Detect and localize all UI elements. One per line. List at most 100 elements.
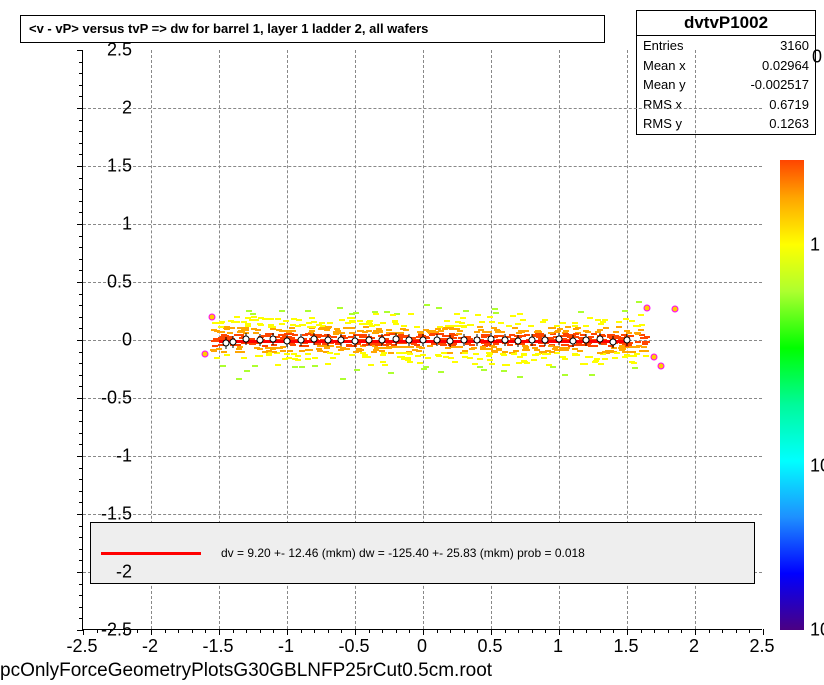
- legend-text: dv = 9.20 +- 12.46 (mkm) dw = -125.40 +-…: [221, 546, 585, 560]
- density-dash: [523, 347, 529, 349]
- density-dash: [471, 347, 477, 349]
- density-dash: [334, 353, 340, 355]
- tick-y-minor: [79, 433, 83, 434]
- tick-x-minor: [260, 629, 261, 633]
- density-dash: [631, 362, 637, 364]
- density-dash: [477, 326, 483, 328]
- density-dash: [460, 317, 466, 319]
- profile-marker: [406, 337, 413, 344]
- density-dash: [337, 307, 343, 309]
- density-dash: [279, 330, 285, 332]
- density-dash: [398, 332, 404, 334]
- density-dash: [523, 330, 529, 332]
- density-dash: [372, 311, 378, 313]
- density-dash: [642, 337, 648, 339]
- density-dash: [326, 326, 332, 328]
- tick-x-minor: [600, 629, 601, 633]
- density-dash: [241, 321, 247, 323]
- tick-y-minor: [79, 479, 83, 480]
- x-axis-label: -2: [130, 636, 170, 657]
- density-dash: [436, 355, 442, 357]
- density-dash: [380, 354, 386, 356]
- tick-y-minor: [79, 131, 83, 132]
- density-dash: [522, 361, 528, 363]
- outlier-marker: [644, 304, 651, 311]
- density-dash: [563, 330, 569, 332]
- outlier-marker: [651, 354, 658, 361]
- density-dash: [234, 334, 240, 336]
- tick-x: [219, 629, 220, 635]
- tick-x-minor: [532, 629, 533, 633]
- profile-marker: [352, 338, 359, 345]
- x-axis-label: 2.5: [742, 636, 782, 657]
- density-dash: [438, 371, 444, 373]
- x-axis-label: 0: [402, 636, 442, 657]
- density-dash: [388, 372, 394, 374]
- tick-y-minor: [79, 189, 83, 190]
- y-axis-label: -0.5: [82, 388, 132, 409]
- tick-y-minor: [79, 259, 83, 260]
- density-dash: [546, 364, 552, 366]
- density-dash: [305, 358, 311, 360]
- x-axis-label: -1.5: [198, 636, 238, 657]
- density-dash: [600, 353, 606, 355]
- density-dash: [602, 319, 608, 321]
- density-dash: [229, 327, 235, 329]
- density-dash: [305, 353, 311, 355]
- density-dash: [592, 361, 598, 363]
- tick-y-minor: [79, 201, 83, 202]
- tick-y-minor: [79, 526, 83, 527]
- density-dash: [572, 322, 578, 324]
- x-axis-label: -1: [266, 636, 306, 657]
- density-dash: [210, 349, 216, 351]
- tick-x-minor: [301, 629, 302, 633]
- density-dash: [477, 358, 483, 360]
- density-dash: [495, 331, 501, 333]
- density-dash: [358, 349, 364, 351]
- profile-marker: [270, 335, 277, 342]
- density-dash: [368, 364, 374, 366]
- tick-y-minor: [79, 236, 83, 237]
- y-axis-label: 1: [82, 214, 132, 235]
- density-dash: [327, 352, 333, 354]
- density-dash: [373, 349, 379, 351]
- density-dash: [300, 324, 306, 326]
- density-dash: [643, 350, 649, 352]
- density-dash: [296, 319, 302, 321]
- density-dash: [563, 349, 569, 351]
- y-axis-label: -1: [82, 446, 132, 467]
- density-dash: [595, 319, 601, 321]
- density-dash: [560, 322, 566, 324]
- density-dash: [407, 353, 413, 355]
- density-dash: [290, 324, 296, 326]
- stats-value: 3160: [780, 36, 809, 56]
- density-dash: [548, 332, 554, 334]
- density-dash: [468, 324, 474, 326]
- density-dash: [257, 355, 263, 357]
- density-dash: [528, 325, 534, 327]
- tick-x-minor: [328, 629, 329, 633]
- density-dash: [587, 356, 593, 358]
- density-dash: [349, 327, 355, 329]
- tick-x-minor: [668, 629, 669, 633]
- density-dash: [638, 329, 644, 331]
- density-dash: [554, 325, 560, 327]
- density-dash: [492, 351, 498, 353]
- tick-y-minor: [79, 468, 83, 469]
- density-dash: [501, 354, 507, 356]
- density-dash: [481, 369, 487, 371]
- density-dash: [251, 316, 257, 318]
- density-dash: [283, 320, 289, 322]
- tick-x: [763, 629, 764, 635]
- density-dash: [441, 344, 447, 346]
- density-dash: [250, 313, 256, 315]
- density-dash: [456, 333, 462, 335]
- density-dash: [223, 327, 229, 329]
- tick-y-minor: [79, 491, 83, 492]
- tick-y-minor: [79, 352, 83, 353]
- density-dash: [268, 318, 274, 320]
- density-dash: [374, 324, 380, 326]
- density-dash: [613, 331, 619, 333]
- density-dash: [241, 357, 247, 359]
- x-axis-label: 1.5: [606, 636, 646, 657]
